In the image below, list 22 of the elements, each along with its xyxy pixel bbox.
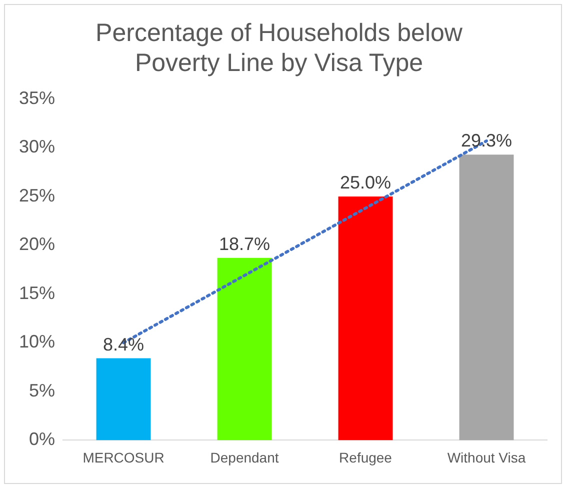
y-tick-label: 15% [18, 282, 56, 303]
y-tick-label: 10% [18, 332, 56, 352]
bar [338, 196, 393, 440]
x-tick-label: Without Visa [447, 449, 526, 466]
y-tick-label: 25% [18, 185, 56, 206]
data-label: 8.4% [103, 334, 144, 354]
y-tick-label: 30% [18, 136, 56, 157]
x-tick-label: Refugee [339, 449, 392, 466]
bar [217, 258, 272, 440]
bar [96, 358, 151, 440]
data-label: 25.0% [340, 172, 392, 192]
text: Poverty Line by Visa Type [134, 48, 424, 77]
y-tick-label: 35% [18, 88, 56, 108]
y-tick-label: 5% [29, 380, 56, 400]
y-tick-label: 20% [18, 234, 56, 254]
x-tick-label: MERCOSUR [82, 449, 164, 466]
y-tick-label: 0% [29, 429, 56, 450]
bar [459, 154, 514, 440]
text: Percentage of Households below [96, 18, 462, 47]
data-label: 18.7% [218, 234, 270, 254]
data-label: 29.3% [460, 130, 512, 151]
x-tick-label: Dependant [210, 449, 279, 466]
